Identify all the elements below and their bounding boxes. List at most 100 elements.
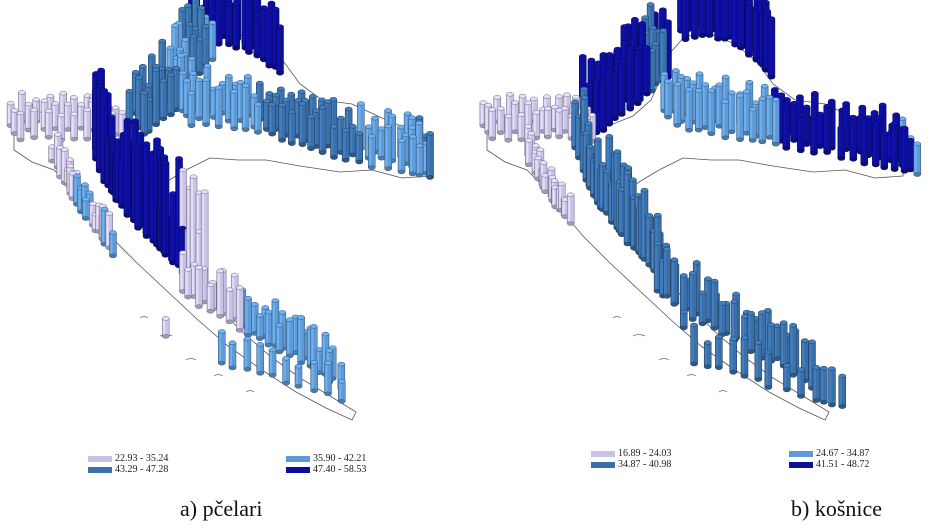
- legend-label: 43.29 - 47.28: [115, 464, 169, 475]
- bar-column: [670, 257, 679, 307]
- bar-column: [169, 191, 177, 266]
- bar-column: [681, 0, 690, 42]
- bar-column: [409, 134, 417, 177]
- bar-column: [16, 110, 25, 143]
- bar-column: [254, 102, 262, 135]
- bar-column: [705, 0, 714, 38]
- bar-column: [318, 105, 327, 155]
- bar-column: [729, 336, 737, 375]
- map-a-svg: [6, 0, 434, 421]
- bar-column: [337, 378, 346, 404]
- bar-column: [275, 322, 284, 355]
- bar-column: [823, 103, 831, 155]
- bar-column: [264, 309, 273, 348]
- bar-column: [330, 124, 338, 160]
- bar-column: [680, 309, 688, 331]
- bar-column: [268, 102, 276, 137]
- legend-item-a-4: 47.40 - 58.53: [286, 464, 366, 475]
- bar-column: [710, 278, 719, 331]
- legend-swatch: [88, 455, 112, 462]
- map-b-svg: [479, 0, 921, 421]
- bar-column: [30, 107, 38, 140]
- bar-column: [511, 100, 519, 135]
- bar-column: [810, 114, 818, 156]
- bar-column: [715, 82, 724, 129]
- bar-column: [225, 1, 233, 48]
- bar-column: [688, 270, 697, 322]
- bar-column: [541, 172, 549, 195]
- bar-column: [796, 112, 805, 154]
- bar-column: [10, 108, 19, 136]
- bar-column: [767, 16, 776, 80]
- bar-column: [715, 334, 723, 370]
- bar-column: [214, 85, 223, 130]
- bar-column: [816, 111, 824, 149]
- legend-swatch: [591, 461, 615, 468]
- legend-item-b-2: 24.67 - 34.87: [789, 448, 869, 459]
- bar-column: [828, 366, 836, 408]
- bar-column: [685, 87, 693, 133]
- bar-column: [772, 97, 780, 147]
- bar-column: [307, 114, 315, 151]
- bar-column: [179, 250, 187, 294]
- bar-column: [109, 230, 117, 259]
- bar-column: [256, 313, 264, 341]
- bar-column: [748, 106, 757, 143]
- legend-swatch: [286, 455, 310, 462]
- bar-column: [123, 117, 132, 218]
- bar-column: [663, 246, 671, 299]
- bar-column: [872, 121, 880, 168]
- bar-column: [633, 50, 642, 107]
- bar-column: [245, 0, 253, 55]
- bar-column: [790, 100, 798, 143]
- bar-column: [745, 0, 753, 58]
- bar-column: [779, 320, 788, 369]
- bar-column: [617, 58, 626, 117]
- bar-column: [161, 316, 170, 339]
- bar-column: [763, 9, 772, 73]
- bar-column: [384, 123, 392, 172]
- bar-column: [228, 340, 237, 371]
- bar-column: [286, 317, 294, 359]
- legend-item-b-1: 16.89 - 24.03: [591, 448, 671, 459]
- bar-column: [241, 83, 250, 132]
- bar-column: [496, 106, 505, 135]
- bar-column: [355, 131, 364, 165]
- bar-column: [142, 173, 151, 239]
- bar-column: [504, 113, 513, 143]
- map-panel-kosnice: 16.89 - 24.03 24.67 - 34.87 34.87 - 40.9…: [473, 0, 945, 531]
- bar-column: [525, 138, 533, 168]
- legend-label: 35.90 - 42.21: [313, 453, 367, 464]
- bar-column: [208, 20, 217, 63]
- bar-column: [195, 77, 203, 122]
- bar-column: [913, 141, 921, 177]
- legend-swatch: [789, 450, 813, 457]
- bar-column: [605, 68, 613, 127]
- legend-item-a-2: 35.90 - 42.21: [286, 453, 366, 464]
- bar-column: [714, 0, 722, 42]
- bar-column: [802, 104, 811, 147]
- bar-column: [730, 299, 739, 344]
- bar-column: [736, 93, 744, 142]
- bar-column: [152, 67, 160, 128]
- bar-column: [83, 107, 91, 142]
- legend-swatch: [789, 461, 813, 468]
- bar-column: [643, 45, 651, 97]
- bar-column: [218, 329, 226, 366]
- bar-column: [187, 90, 196, 128]
- bar-column: [721, 0, 729, 42]
- bar-column: [544, 106, 552, 140]
- bar-column: [161, 160, 170, 258]
- legend-label: 16.89 - 24.03: [618, 448, 672, 459]
- bar-column: [377, 126, 386, 161]
- bar-column: [860, 118, 869, 167]
- bar-column: [243, 336, 252, 372]
- bar-column: [488, 107, 497, 142]
- bar-column: [517, 112, 526, 142]
- bar-column: [44, 108, 53, 140]
- bar-column: [397, 138, 406, 175]
- bar-column: [586, 144, 594, 191]
- caption-a: a) pčelari: [180, 496, 263, 521]
- bar-column: [298, 101, 307, 147]
- bar-group-b: [479, 0, 921, 409]
